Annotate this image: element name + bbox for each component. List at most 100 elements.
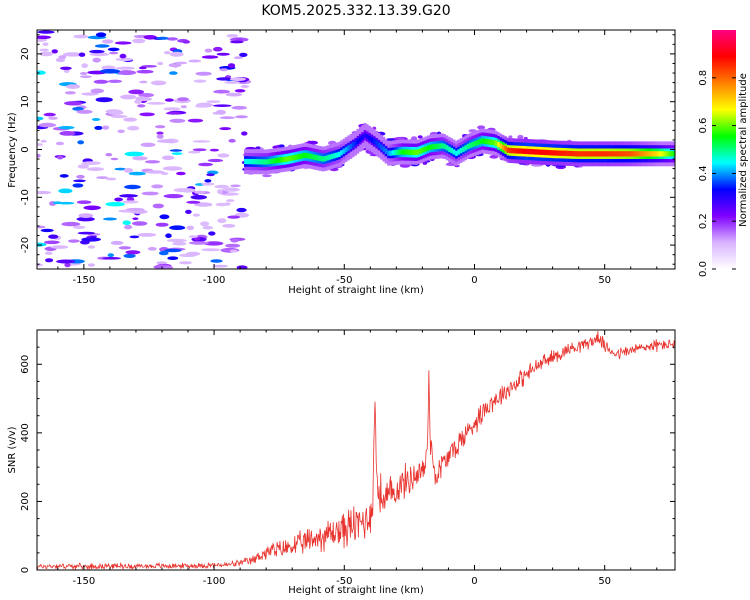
noise-blob xyxy=(224,202,231,206)
trace-segment xyxy=(656,151,660,157)
noise-blob xyxy=(162,166,183,171)
trace-segment xyxy=(654,151,657,157)
noise-blob xyxy=(219,68,229,72)
trace-segment xyxy=(267,158,271,165)
noise-blob xyxy=(110,114,128,119)
trace-segment xyxy=(537,149,540,155)
noise-blob xyxy=(95,97,113,103)
noise-blob xyxy=(188,150,201,154)
trace-segment xyxy=(661,151,664,157)
noise-blob xyxy=(216,77,233,81)
noise-blob xyxy=(132,156,148,161)
noise-blob xyxy=(241,131,248,136)
trace-segment xyxy=(560,150,564,156)
noise-blob xyxy=(76,216,95,222)
noise-blob xyxy=(214,184,230,189)
noise-blob xyxy=(119,194,138,198)
trace-segment xyxy=(504,146,507,152)
x-tick-label: -150 xyxy=(73,576,96,587)
noise-blob xyxy=(155,222,169,227)
noise-blob xyxy=(169,71,178,75)
noise-blob xyxy=(37,35,52,40)
noise-blob xyxy=(48,116,58,120)
noise-blob xyxy=(169,149,183,152)
trace-segment xyxy=(494,140,498,146)
snr-x-ticks: -150 -100 -50 0 50 xyxy=(57,330,658,587)
trace-segment xyxy=(635,151,639,157)
trace-segment xyxy=(394,149,397,156)
noise-blob xyxy=(89,49,105,54)
noise-blob xyxy=(100,69,121,74)
noise-blob xyxy=(185,209,192,214)
noise-blob xyxy=(188,59,202,63)
noise-blob xyxy=(37,225,46,229)
trace-segment xyxy=(251,159,254,165)
noise-blob xyxy=(129,235,140,239)
y-tick-label: -20 xyxy=(20,237,31,253)
trace-segment xyxy=(553,150,557,156)
noise-blob xyxy=(195,71,212,76)
spectrogram-y-ticks: -20 -10 0 10 20 xyxy=(20,34,675,265)
noise-blob xyxy=(163,51,171,55)
noise-blob xyxy=(165,233,172,238)
noise-blob xyxy=(38,122,57,128)
noise-blob xyxy=(141,191,159,196)
noise-blob xyxy=(117,129,125,134)
noise-blob xyxy=(186,251,201,256)
trace-segment xyxy=(419,148,423,154)
noise-blob xyxy=(108,110,124,115)
noise-blob xyxy=(156,36,169,40)
noise-blob xyxy=(125,250,141,255)
noise-blob xyxy=(186,200,201,204)
trace-segment xyxy=(370,137,374,143)
noise-blob xyxy=(219,127,232,131)
trace-segment xyxy=(469,142,472,148)
trace-segment xyxy=(595,151,599,157)
trace-segment xyxy=(375,140,378,146)
noise-blob xyxy=(102,39,114,44)
snr-series-line xyxy=(37,330,675,570)
noise-blob xyxy=(213,46,223,52)
trace-segment xyxy=(443,143,446,150)
trace-segment xyxy=(644,151,648,157)
trace-segment xyxy=(520,148,524,154)
trace-segment xyxy=(276,157,280,163)
noise-blob xyxy=(217,153,230,158)
trace-segment xyxy=(518,148,521,154)
noise-blob xyxy=(68,239,80,243)
noise-blob xyxy=(40,228,54,233)
noise-blob xyxy=(56,155,64,160)
trace-halo xyxy=(508,135,513,139)
trace-segment xyxy=(586,151,589,157)
trace-segment xyxy=(633,151,636,157)
trace-segment xyxy=(565,150,568,156)
noise-blob xyxy=(37,30,55,34)
trace-segment xyxy=(602,151,606,157)
trace-segment xyxy=(382,146,385,152)
noise-blob xyxy=(217,218,227,224)
noise-blob xyxy=(87,245,96,249)
noise-blob xyxy=(179,261,192,265)
trace-segment xyxy=(576,151,580,157)
trace-segment xyxy=(305,152,308,159)
noise-blob xyxy=(228,138,236,143)
trace-segment xyxy=(448,146,451,152)
trace-segment xyxy=(541,149,545,155)
noise-blob xyxy=(81,237,101,242)
trace-segment xyxy=(452,149,456,155)
trace-segment xyxy=(626,151,629,157)
y-tick-label: 600 xyxy=(20,355,31,374)
noise-blob xyxy=(78,213,94,219)
noise-blob xyxy=(72,107,84,111)
noise-blob xyxy=(156,134,164,139)
noise-blob xyxy=(124,151,145,157)
noise-blob xyxy=(162,155,175,161)
trace-segment xyxy=(326,155,329,161)
noise-blob xyxy=(42,42,49,46)
noise-blob xyxy=(201,248,221,252)
trace-segment xyxy=(487,139,491,145)
trace-segment xyxy=(246,158,250,165)
noise-blob xyxy=(128,171,146,176)
trace-segment xyxy=(403,149,407,155)
